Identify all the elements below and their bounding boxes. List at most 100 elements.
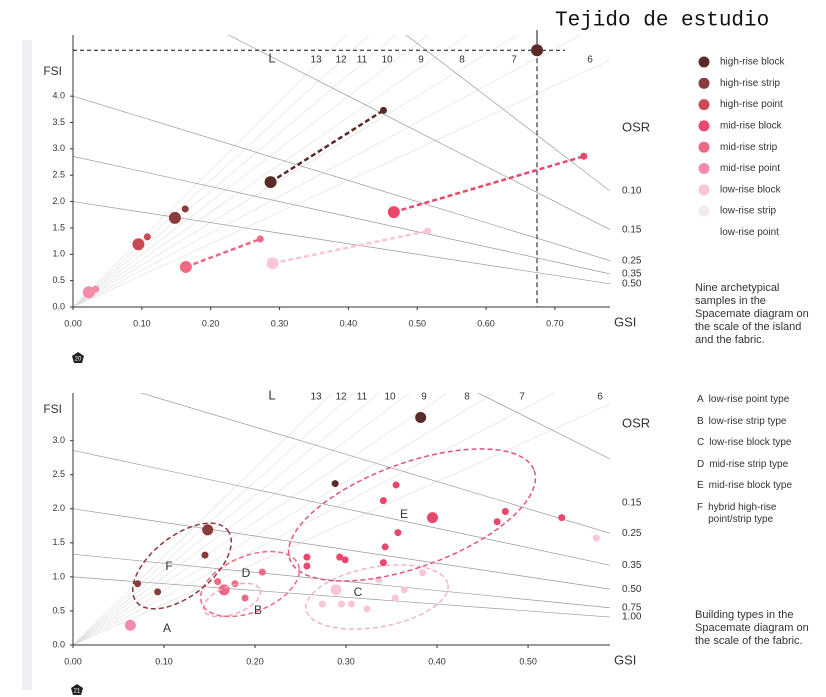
group-outline — [305, 564, 449, 630]
y-axis-label: FSI — [43, 64, 62, 78]
osr-line — [73, 450, 610, 566]
legend-swatch — [698, 120, 710, 132]
legend-label: high-rise block — [720, 57, 785, 68]
l-label: 12 — [335, 55, 347, 66]
group-outline — [202, 582, 262, 618]
point — [256, 235, 264, 243]
y-tick-label: 3.0 — [52, 143, 65, 153]
point — [154, 588, 162, 596]
y-tick-label: 1.0 — [52, 571, 65, 581]
group-legend-letter: F — [697, 502, 704, 513]
page-mark: 20 — [75, 357, 82, 363]
x-tick-label: 0.20 — [246, 656, 264, 666]
point — [132, 238, 145, 251]
l-line — [73, 35, 347, 307]
legend-swatch — [698, 184, 710, 196]
l-line — [73, 35, 582, 307]
x-tick-label: 0.30 — [271, 318, 289, 328]
point — [531, 44, 544, 57]
caption: Building types in the Spacemate diagram … — [695, 609, 809, 647]
point — [400, 586, 408, 594]
legend-swatch — [698, 205, 710, 217]
point — [501, 508, 509, 516]
point — [387, 206, 400, 219]
point — [338, 600, 345, 608]
osr-axis-label: OSR — [622, 119, 650, 134]
group-legend-letter: E — [697, 480, 704, 492]
point — [241, 594, 249, 602]
point — [179, 260, 192, 273]
osr-line — [73, 95, 610, 261]
point — [424, 227, 432, 235]
page-mark: 21 — [74, 689, 81, 695]
l-label: 8 — [459, 55, 465, 66]
l-line — [73, 35, 469, 307]
group-legend-letter: A — [697, 394, 704, 405]
point — [580, 152, 588, 160]
osr-line — [73, 576, 610, 618]
point — [427, 512, 439, 524]
group-legend-text: mid-rise strip type — [709, 458, 789, 470]
l-line — [73, 35, 370, 307]
l-line — [73, 60, 610, 307]
y-tick-label: 1.5 — [52, 222, 65, 232]
connector — [185, 237, 261, 269]
annotation: Tejido de estudio — [555, 10, 769, 33]
point — [134, 580, 142, 588]
x-tick-label: 0.20 — [202, 318, 220, 328]
y-tick-label: 2.0 — [52, 196, 65, 206]
l-label: 8 — [464, 392, 470, 403]
group-outline — [199, 550, 301, 618]
l-label: 10 — [381, 55, 393, 66]
x-axis-label: GSI — [614, 314, 636, 329]
l-line — [73, 35, 429, 307]
point — [124, 619, 136, 631]
point — [394, 529, 402, 537]
legend-label: mid-rise block — [720, 121, 783, 132]
group-legend-text: low-rise block type — [709, 437, 792, 449]
group-outline — [287, 448, 537, 582]
legend-label: low-rise point — [720, 227, 779, 238]
l-line — [73, 35, 397, 307]
point — [391, 594, 399, 602]
point — [264, 176, 277, 189]
x-tick-label: 0.40 — [340, 318, 358, 328]
legend-swatch — [698, 226, 710, 238]
point — [379, 106, 387, 114]
osr-line — [227, 35, 610, 230]
y-tick-label: 0.5 — [52, 275, 65, 285]
l-line — [73, 393, 555, 645]
l-line — [73, 393, 448, 645]
legend-swatch — [698, 163, 710, 174]
point — [318, 600, 326, 608]
page-icon — [72, 352, 84, 363]
osr-label: 0.50 — [622, 584, 642, 595]
x-axis-label: GSI — [614, 652, 636, 667]
group-legend-text: low-rise point type — [708, 394, 790, 405]
osr-label: 0.35 — [622, 560, 642, 571]
y-tick-label: 1.5 — [52, 537, 65, 547]
osr-label: 0.15 — [622, 498, 642, 509]
point — [415, 412, 427, 424]
l-label: 12 — [335, 392, 347, 403]
point — [330, 584, 342, 596]
legend-label: mid-rise strip — [720, 142, 778, 153]
l-line — [73, 393, 355, 645]
y-tick-label: 1.0 — [52, 249, 65, 259]
plot-lines — [73, 35, 610, 307]
point — [363, 605, 371, 613]
y-axis-label: FSI — [43, 402, 62, 416]
osr-line — [477, 393, 610, 460]
l-line — [73, 393, 380, 645]
group-legend-letter: B — [697, 415, 704, 427]
point — [341, 556, 349, 564]
osr-line — [73, 156, 610, 275]
point — [381, 543, 389, 551]
group-letter: E — [400, 507, 408, 521]
group-letter: F — [165, 559, 172, 573]
